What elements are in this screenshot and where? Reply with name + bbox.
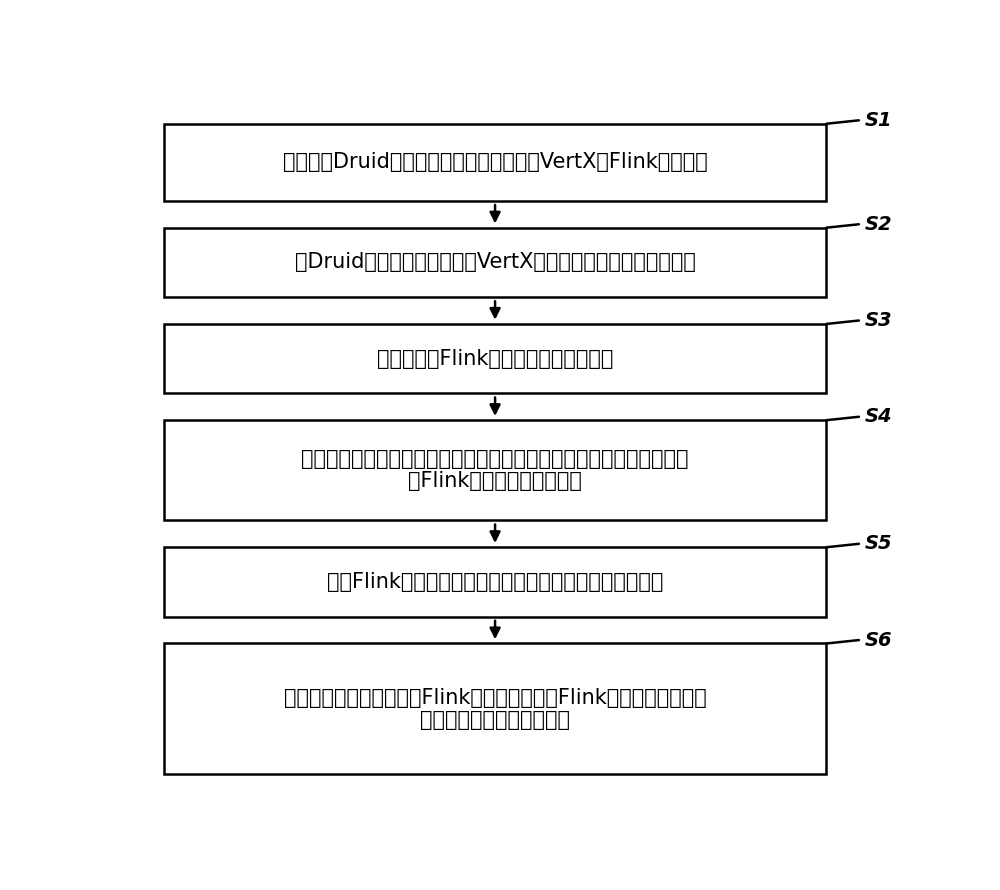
Text: S5: S5 <box>865 534 893 554</box>
Bar <box>164 643 826 774</box>
Text: 于Flink计算框架的指定目录: 于Flink计算框架的指定目录 <box>408 471 582 491</box>
Text: S2: S2 <box>865 214 893 234</box>
Bar <box>164 124 826 201</box>
Text: 构建Flink计算框架的实时计算任务，并启动实时计算任务: 构建Flink计算框架的实时计算任务，并启动实时计算任务 <box>327 572 663 592</box>
Text: 构建一个Druid连接池，并获取异步通信器VertX和Flink计算框架: 构建一个Druid连接池，并获取异步通信器VertX和Flink计算框架 <box>283 152 707 173</box>
Text: S1: S1 <box>865 111 893 130</box>
Text: 将待查询的批量数据输入Flink计算框架，以使Flink计算框架通过整合: 将待查询的批量数据输入Flink计算框架，以使Flink计算框架通过整合 <box>284 688 706 708</box>
Bar <box>164 324 826 393</box>
Text: S3: S3 <box>865 311 893 330</box>
Text: S4: S4 <box>865 408 893 426</box>
Text: 将Druid连接池与异步通信器VertX进行第一对接，以得到对接器: 将Druid连接池与异步通信器VertX进行第一对接，以得到对接器 <box>295 253 696 272</box>
Bar <box>164 420 826 521</box>
Text: 基于第一对接和第二对接生成对接信息，并将对接信息进行整合后存储: 基于第一对接和第二对接生成对接信息，并将对接信息进行整合后存储 <box>301 449 689 469</box>
Text: S6: S6 <box>865 630 893 650</box>
Bar <box>164 547 826 617</box>
Text: 将对接器与Flink计算框架进行第二对接: 将对接器与Flink计算框架进行第二对接 <box>377 349 613 368</box>
Bar <box>164 228 826 297</box>
Text: 后的对接信息查询批量数据: 后的对接信息查询批量数据 <box>420 710 570 730</box>
